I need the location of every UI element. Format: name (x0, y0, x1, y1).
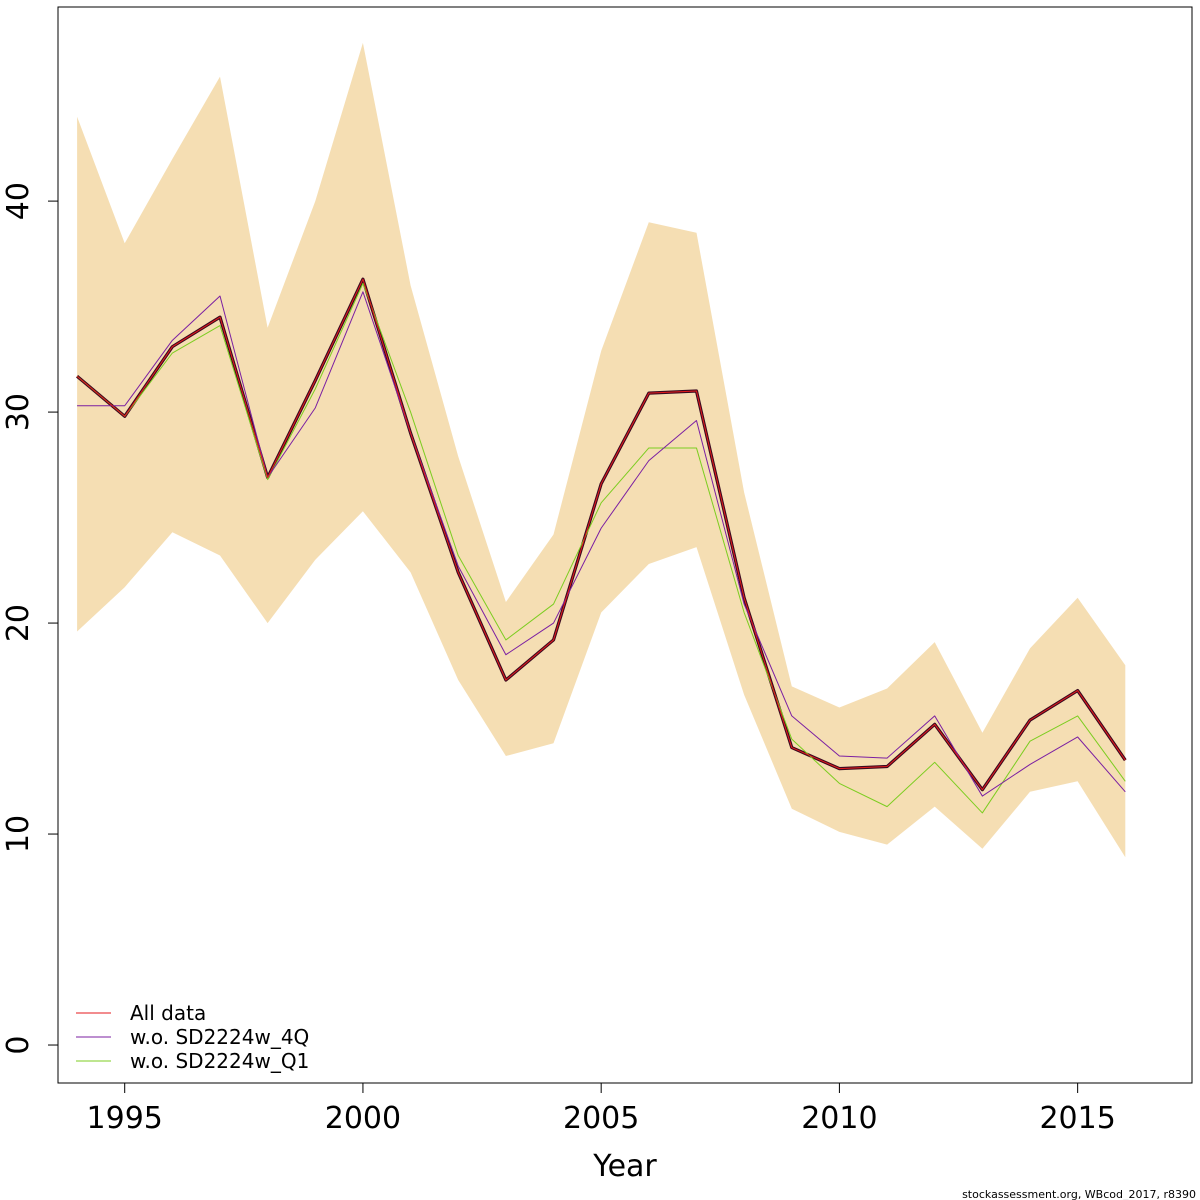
legend-label: w.o. SD2224w_4Q (130, 1025, 309, 1049)
confidence-band (77, 42, 1126, 858)
x-tick-label: 2010 (801, 1101, 877, 1136)
axes: 1995 2000 2005 2010 2015 0 10 20 30 40 (1, 6, 1193, 1136)
y-tick-label: 0 (1, 1035, 36, 1054)
legend-label: All data (130, 1001, 206, 1025)
x-tick-label: 2005 (563, 1101, 639, 1136)
plot-frame (57, 6, 1193, 1084)
y-tick-label: 40 (1, 182, 36, 220)
x-tick-label: 2015 (1039, 1101, 1115, 1136)
y-tick-label: 10 (1, 815, 36, 853)
plot-area (76, 42, 1127, 858)
y-tick-label: 20 (1, 604, 36, 642)
x-tick-label: 1995 (87, 1101, 163, 1136)
series-line-w-o-sd2224w-q1 (76, 282, 1126, 814)
series-line-all-data (76, 278, 1126, 791)
y-tick-label: 30 (1, 393, 36, 431)
footer-note: stockassessment.org, WBcod_2017, r8390 (962, 1188, 1196, 1200)
series-line-w-o-sd2224w-4q (77, 291, 1126, 797)
x-tick-label: 2000 (325, 1101, 401, 1136)
x-axis-title: Year (592, 1149, 657, 1184)
legend-label: w.o. SD2224w_Q1 (130, 1049, 309, 1073)
